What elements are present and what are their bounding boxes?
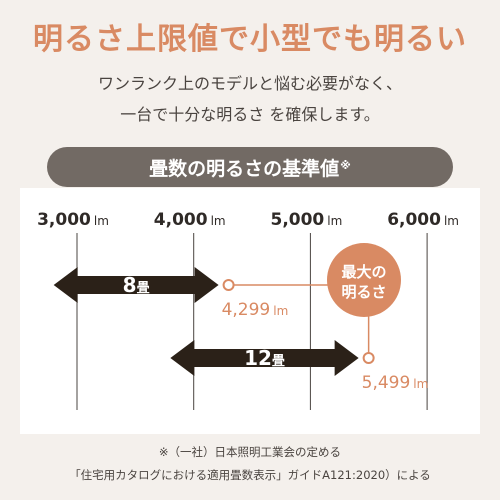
max-point-12 bbox=[362, 352, 375, 364]
range-label-8: 8畳 bbox=[123, 273, 150, 297]
tick-unit: lm bbox=[211, 214, 226, 228]
callout-line-1: 最大の bbox=[341, 263, 386, 281]
subtext-line-1: ワンランク上のモデルと悩む必要がなく、 bbox=[97, 74, 402, 93]
tick-unit: lm bbox=[94, 214, 109, 228]
max-value: 4,299 bbox=[222, 300, 271, 320]
tick-value: 6,000 bbox=[387, 210, 441, 230]
chart-title: 畳数の明るさの基準値 bbox=[149, 157, 340, 180]
chart-panel bbox=[20, 188, 480, 434]
tick-label: 4,000 lm bbox=[154, 210, 226, 230]
max-value-label-8: 4,299 lm bbox=[222, 300, 289, 320]
range-label-12: 12畳 bbox=[244, 346, 285, 370]
subtext-line-2: 一台で十分な明るさ を確保します。 bbox=[120, 105, 380, 124]
max-unit: lm bbox=[273, 304, 288, 318]
footnote-line-1: ※（一社）日本照明工業会の定める bbox=[158, 445, 342, 459]
tick-value: 4,000 bbox=[154, 210, 208, 230]
tick-unit: lm bbox=[444, 214, 459, 228]
brightness-chart: 3,000 lm 4,000 lm 5,000 lm 6,000 lm8畳12畳最大の明るさ4… bbox=[37, 210, 459, 410]
range-unit: 畳 bbox=[272, 354, 285, 369]
tick-value: 3,000 bbox=[37, 210, 91, 230]
tick-value: 5,000 bbox=[270, 210, 324, 230]
range-unit: 畳 bbox=[137, 281, 150, 296]
range-number: 12 bbox=[244, 346, 272, 370]
chart-title-banner: 畳数の明るさの基準値 ※ bbox=[47, 147, 453, 187]
max-unit: lm bbox=[413, 377, 428, 391]
max-value-label-12: 5,499 lm bbox=[362, 373, 429, 393]
max-point-8 bbox=[222, 279, 235, 291]
tick-label: 3,000 lm bbox=[37, 210, 109, 230]
range-arrow-12 bbox=[170, 340, 359, 376]
headline: 明るさ上限値で小型でも明るい bbox=[33, 22, 467, 57]
range-number: 8 bbox=[123, 273, 137, 297]
footnote-mark: ※ bbox=[340, 158, 351, 172]
callout-line-2: 明るさ bbox=[341, 283, 386, 301]
range-arrow-8 bbox=[53, 267, 219, 303]
max-brightness-callout bbox=[327, 243, 401, 317]
max-value: 5,499 bbox=[362, 373, 411, 393]
footnote-line-2: 「住宅用カタログにおける適用畳数表示」ガイドA121:2020）による bbox=[69, 468, 431, 482]
tick-label: 6,000 lm bbox=[387, 210, 459, 230]
tick-unit: lm bbox=[327, 214, 342, 228]
tick-label: 5,000 lm bbox=[270, 210, 342, 230]
